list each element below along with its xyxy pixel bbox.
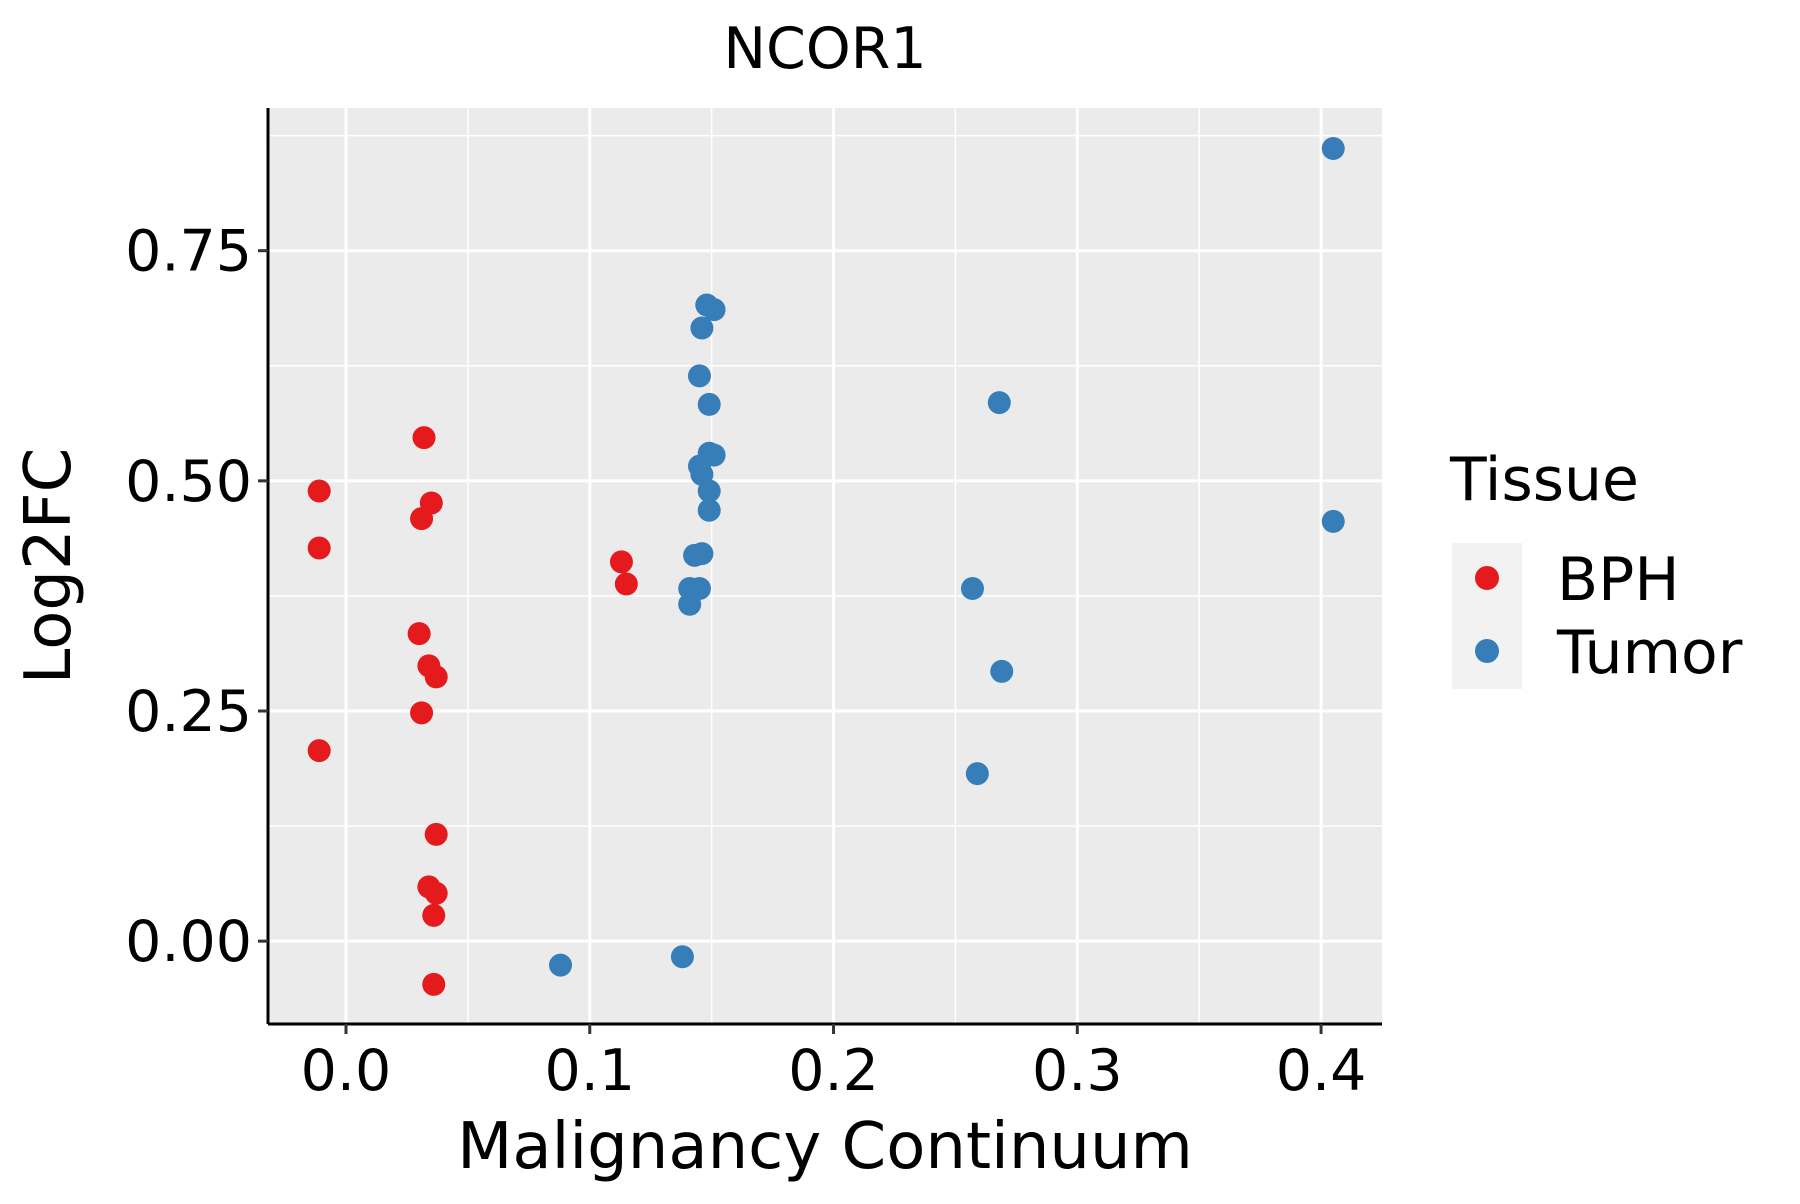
data-point-tumor xyxy=(702,298,726,322)
data-point-tumor xyxy=(960,577,984,601)
data-point-bph xyxy=(407,622,431,646)
data-point-bph xyxy=(307,739,331,763)
data-point-bph xyxy=(609,550,633,574)
data-point-bph xyxy=(424,881,448,905)
y-axis-ticks: 0.00 0.25 0.50 0.75 xyxy=(125,219,268,975)
legend-key-tumor xyxy=(1475,639,1499,663)
data-point-tumor xyxy=(987,391,1011,415)
x-axis-label: Malignancy Continuum xyxy=(457,1110,1193,1184)
plot-panel xyxy=(268,108,1382,1024)
data-point-tumor xyxy=(670,945,694,969)
data-point-bph xyxy=(412,426,436,450)
x-tick-label: 0.1 xyxy=(544,1038,635,1104)
data-point-bph xyxy=(424,665,448,689)
data-point-bph xyxy=(307,536,331,560)
y-tick-label: 0.00 xyxy=(125,909,252,975)
x-tick-label: 0.3 xyxy=(1032,1038,1123,1104)
legend-key-bph xyxy=(1475,566,1499,590)
data-point-bph xyxy=(424,822,448,846)
data-point-bph xyxy=(422,903,446,927)
legend: Tissue BPH Tumor xyxy=(1449,445,1743,689)
legend-label-bph: BPH xyxy=(1557,545,1679,615)
legend-label-tumor: Tumor xyxy=(1556,618,1743,688)
legend-key-background xyxy=(1452,543,1522,689)
data-point-tumor xyxy=(697,392,721,416)
data-points xyxy=(307,137,1345,996)
data-point-tumor xyxy=(549,953,573,977)
x-tick-label: 0.2 xyxy=(788,1038,879,1104)
data-point-bph xyxy=(410,507,434,531)
data-point-tumor xyxy=(690,316,714,340)
data-point-bph xyxy=(614,572,638,596)
data-point-bph xyxy=(307,479,331,503)
grid-major xyxy=(268,108,1382,1024)
data-point-tumor xyxy=(990,659,1014,683)
y-axis-label: Log2FC xyxy=(12,448,86,685)
data-point-tumor xyxy=(678,592,702,616)
x-tick-label: 0.0 xyxy=(301,1038,392,1104)
y-tick-label: 0.75 xyxy=(125,219,252,285)
y-tick-label: 0.25 xyxy=(125,679,252,745)
data-point-tumor xyxy=(1321,509,1345,533)
data-point-tumor xyxy=(697,479,721,503)
grid-minor xyxy=(268,108,1382,1024)
data-point-tumor xyxy=(687,364,711,388)
data-point-tumor xyxy=(697,498,721,522)
chart-title: NCOR1 xyxy=(723,16,926,82)
data-point-bph xyxy=(410,701,434,725)
data-point-tumor xyxy=(683,543,707,567)
data-point-tumor xyxy=(965,762,989,786)
data-point-bph xyxy=(422,972,446,996)
x-axis-ticks: 0.0 0.1 0.2 0.3 0.4 xyxy=(301,1024,1367,1104)
y-tick-label: 0.50 xyxy=(125,449,252,515)
data-point-tumor xyxy=(1321,137,1345,161)
x-tick-label: 0.4 xyxy=(1276,1038,1367,1104)
legend-title: Tissue xyxy=(1449,445,1639,515)
